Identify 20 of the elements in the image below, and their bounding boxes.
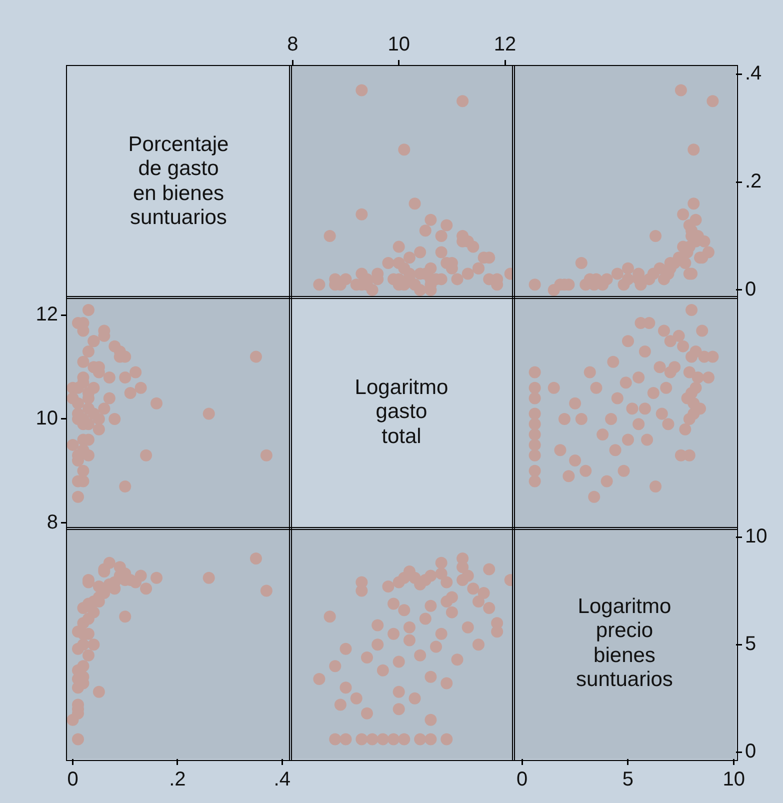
x-tick-label: 0 [516,768,528,791]
y-tick-label: 5 [745,633,756,656]
x-tick-label: .2 [169,768,186,791]
y-tick-label: .4 [745,62,762,85]
x-tick-label: 8 [287,34,298,56]
y-tick-label: .2 [745,170,762,193]
y-tick-label: 0 [745,278,756,300]
x-tick-label: 0 [67,768,78,791]
text: Logaritmo gasto total [354,376,448,449]
x-tick-label: .4 [274,768,290,791]
y-tick-label: 10 [745,526,768,548]
y-tick-label: 12 [36,304,58,326]
y-tick-label: 10 [36,408,58,430]
x-tick-label: 5 [622,768,634,791]
y-tick-label: 8 [46,511,58,534]
y-tick-label: 0 [745,740,756,763]
x-tick-label: 10 [388,34,410,56]
x-tick-label: 12 [494,34,516,56]
text: Porcentaje de gasto en bienes suntuarios [128,133,229,230]
text: Logaritmo precio bienes suntuarios [576,595,673,692]
